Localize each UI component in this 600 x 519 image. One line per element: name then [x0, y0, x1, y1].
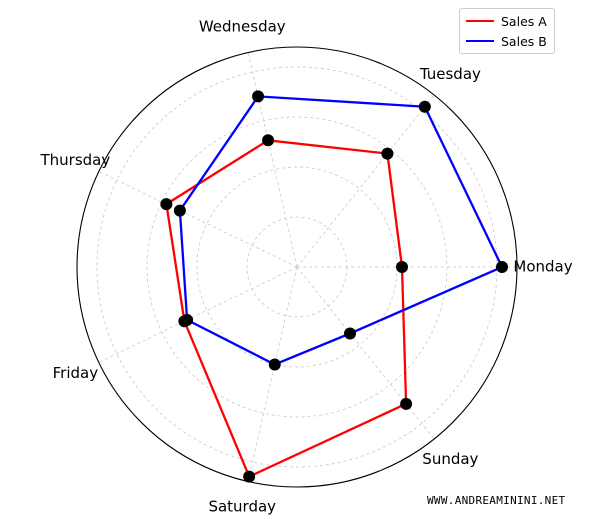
data-point-series-2-sunday	[343, 327, 356, 340]
category-label-tuesday: Tuesday	[419, 65, 481, 83]
series-line-1	[165, 139, 408, 479]
data-point-series-1-thursday	[160, 198, 173, 211]
grid-spoke-3	[247, 52, 298, 268]
legend-swatch-series-1	[466, 20, 494, 22]
data-point-series-2-saturday	[268, 358, 281, 371]
category-label-saturday: Saturday	[208, 497, 276, 515]
category-label-friday: Friday	[53, 364, 99, 382]
legend-entry-series-2: Sales B	[466, 32, 547, 50]
legend-swatch-series-2	[466, 40, 494, 42]
category-label-thursday: Thursday	[39, 151, 110, 169]
data-point-series-1-sunday	[400, 397, 413, 410]
data-point-series-1-monday	[396, 261, 408, 273]
grid-spoke-5	[98, 266, 298, 363]
series-layer	[160, 90, 508, 483]
legend: Sales A Sales B	[459, 8, 555, 54]
legend-label-series-2: Sales B	[501, 33, 547, 49]
grid-spoke-7	[296, 266, 435, 440]
legend-label-series-1: Sales A	[501, 13, 547, 29]
grid-layer	[76, 46, 518, 488]
category-label-monday: Monday	[513, 258, 572, 276]
polar-frame	[76, 46, 518, 488]
data-point-series-2-monday	[496, 261, 508, 273]
data-point-series-1-wednesday	[262, 134, 275, 147]
data-point-series-1-saturday	[243, 470, 256, 483]
category-label-sunday: Sunday	[422, 450, 478, 468]
legend-entry-series-1: Sales A	[466, 12, 547, 30]
data-point-series-1-tuesday	[381, 147, 394, 160]
data-point-series-2-wednesday	[252, 90, 265, 103]
series-line-2	[178, 95, 504, 366]
grid-spoke-2	[296, 94, 435, 268]
data-point-series-2-friday	[181, 313, 194, 326]
watermark: WWW.ANDREAMININI.NET	[427, 494, 566, 507]
data-point-series-2-tuesday	[418, 100, 431, 113]
data-point-series-2-thursday	[173, 204, 186, 217]
grid-spoke-6	[247, 266, 298, 482]
grid-spoke-4	[98, 171, 298, 268]
category-label-wednesday: Wednesday	[199, 18, 286, 36]
category-labels: Monday Tuesday Wednesday Thursday Friday Satu…	[39, 18, 572, 516]
